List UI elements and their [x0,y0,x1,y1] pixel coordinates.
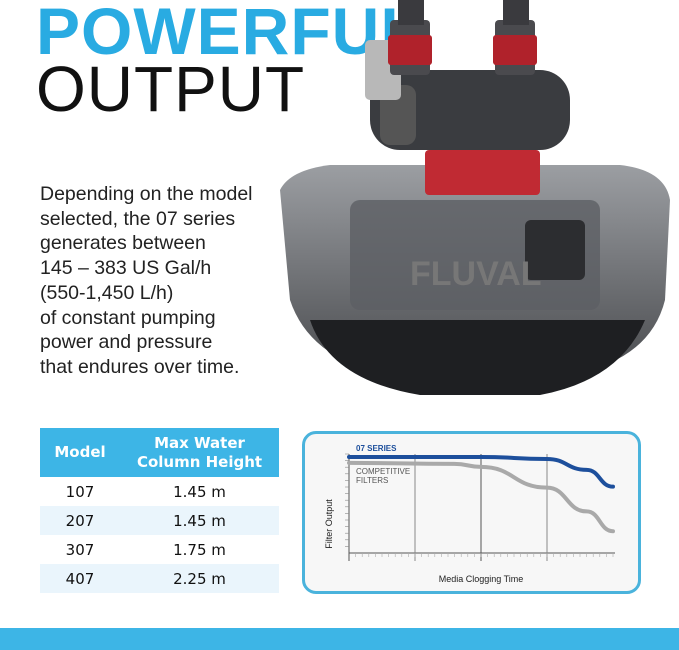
description-line: (550-1,450 L/h) [40,281,174,304]
headline-output: OUTPUT [36,53,306,125]
series-line [347,454,615,489]
headline-powerful: POWERFUL [36,0,422,68]
description-line: generates between [40,232,206,255]
description: Depending on the model selected, the 07 … [40,182,290,380]
water-column-table: Model Max Water Column Height 107 1.45 m … [40,428,279,593]
description-line: that endures over time. [40,355,240,378]
description-line: power and pressure [40,331,213,354]
description-line: selected, the 07 series [40,207,236,230]
cell-height: 1.75 m [173,540,226,559]
output-chart: 07 SERIES COMPETITIVE FILTERS Filter Out… [324,444,615,584]
cell-height: 2.25 m [120,564,279,593]
description-line: 145 – 383 US Gal/h [40,257,212,280]
description-line: of constant pumping [40,306,216,329]
series-line [347,460,615,534]
x-axis-label: Media Clogging Time [439,574,524,584]
output-chart-box: 07 SERIES COMPETITIVE FILTERS Filter Out… [302,431,641,594]
table-row: 107 1.45 m [40,477,279,506]
series-label-07: 07 SERIES [356,444,397,453]
bottom-bar [0,628,679,650]
filter-product-image: FLUVAL [280,0,670,395]
product-logo: FLUVAL [410,255,542,293]
series-label-competitive-2: FILTERS [356,476,388,485]
column-header-model: Model [40,428,120,477]
cell-height: 1.45 m [120,506,279,535]
description-line: Depending on the model [40,183,253,205]
series-label-competitive-1: COMPETITIVE [356,467,410,476]
table-row: 207 1.45 m [40,506,279,535]
column-header-height: Max Water Column Height [120,428,279,477]
table-row: 407 2.25 m [40,564,279,593]
cell-model: 307 [65,540,95,559]
y-axis-label: Filter Output [324,499,334,549]
table-row: 307 1.75 m [40,535,279,564]
cell-model: 407 [40,564,120,593]
cell-model: 207 [40,506,120,535]
cell-model: 107 [65,482,95,501]
cell-height: 1.45 m [173,482,226,501]
